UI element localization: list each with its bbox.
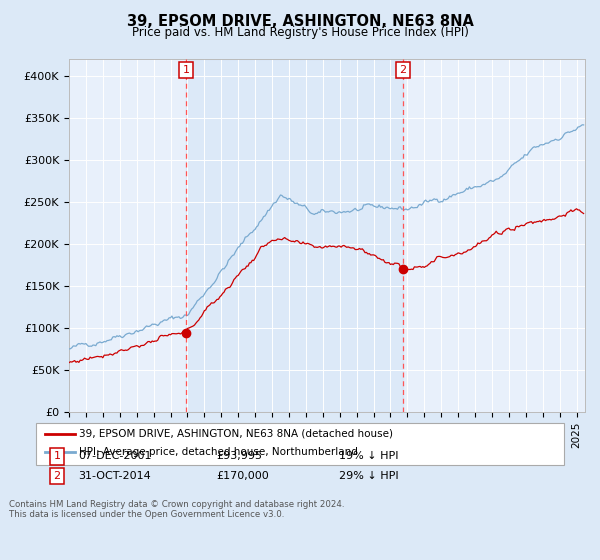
Text: 1: 1 [53,451,61,461]
Text: HPI: Average price, detached house, Northumberland: HPI: Average price, detached house, Nort… [79,447,358,457]
Text: £93,995: £93,995 [216,451,262,461]
Text: Contains HM Land Registry data © Crown copyright and database right 2024.: Contains HM Land Registry data © Crown c… [9,500,344,508]
Text: 07-DEC-2001: 07-DEC-2001 [78,451,151,461]
Text: 19% ↓ HPI: 19% ↓ HPI [339,451,398,461]
Text: 29% ↓ HPI: 29% ↓ HPI [339,471,398,481]
Text: Price paid vs. HM Land Registry's House Price Index (HPI): Price paid vs. HM Land Registry's House … [131,26,469,39]
Text: 31-OCT-2014: 31-OCT-2014 [78,471,151,481]
Text: This data is licensed under the Open Government Licence v3.0.: This data is licensed under the Open Gov… [9,510,284,519]
Text: 39, EPSOM DRIVE, ASHINGTON, NE63 8NA (detached house): 39, EPSOM DRIVE, ASHINGTON, NE63 8NA (de… [79,429,393,439]
Text: 2: 2 [53,471,61,481]
Text: 2: 2 [400,65,407,74]
Text: 1: 1 [182,65,190,74]
Text: 39, EPSOM DRIVE, ASHINGTON, NE63 8NA: 39, EPSOM DRIVE, ASHINGTON, NE63 8NA [127,14,473,29]
Text: £170,000: £170,000 [216,471,269,481]
Bar [186,59,403,412]
